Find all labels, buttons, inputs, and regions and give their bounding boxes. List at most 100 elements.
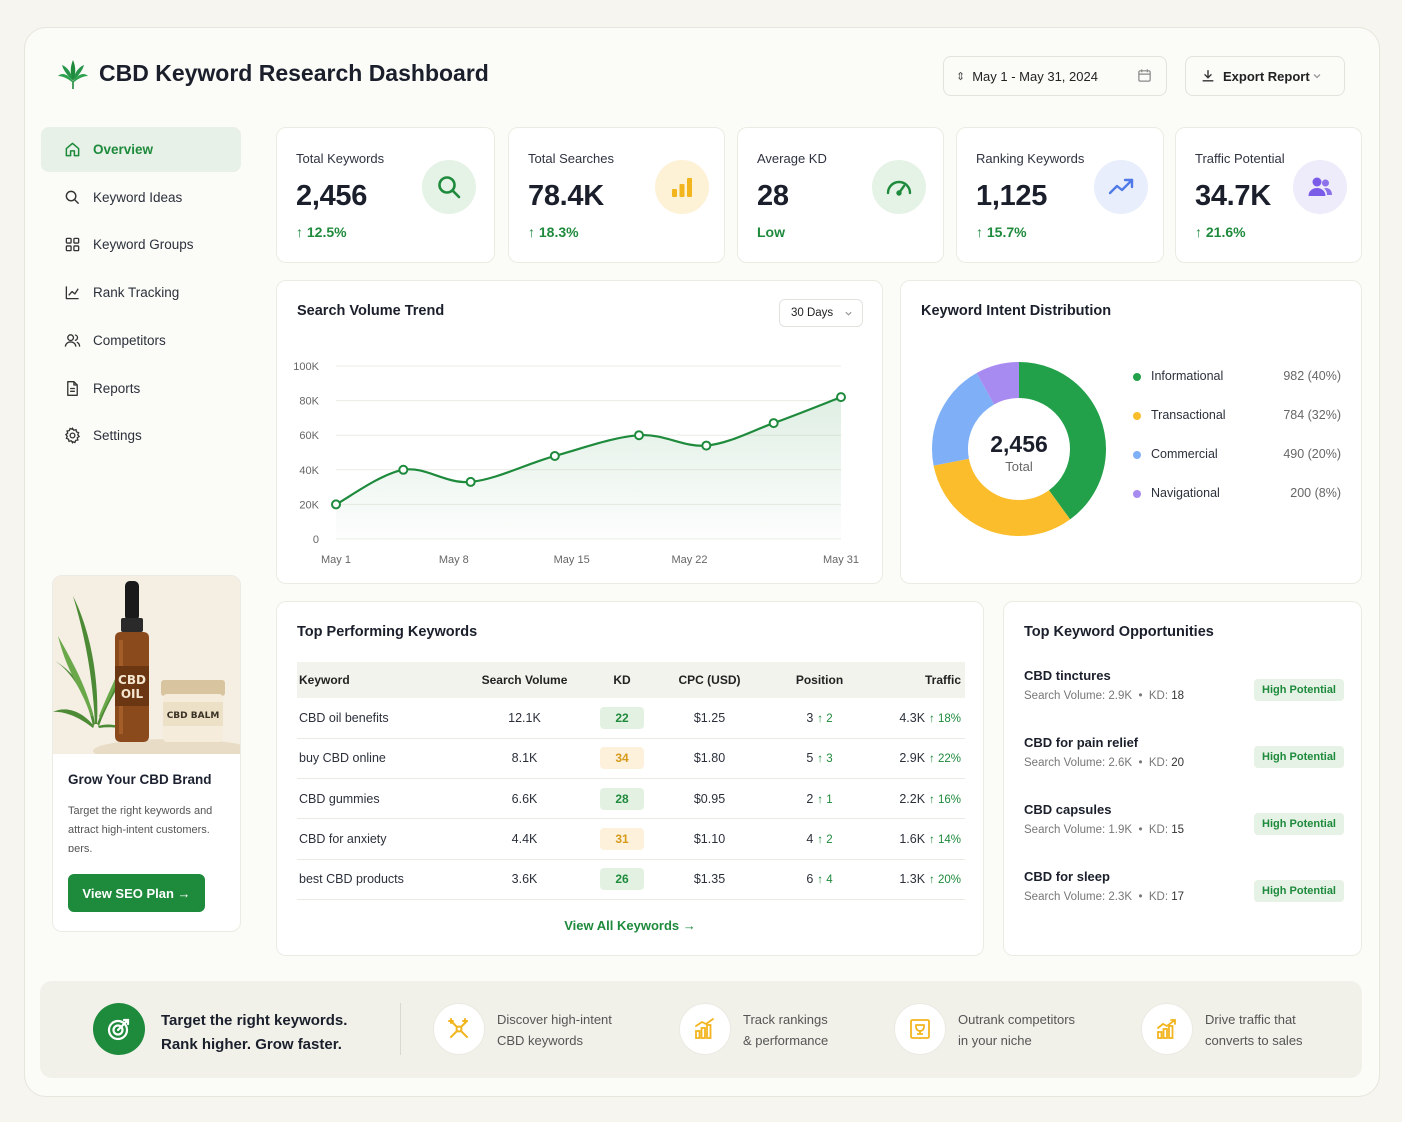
legend-label: Transactional bbox=[1151, 408, 1226, 422]
column-header-kd[interactable]: KD bbox=[587, 662, 657, 698]
feature-line-2: & performance bbox=[743, 1033, 829, 1048]
opportunity-meta: Search Volume: 1.9K • KD: 15 bbox=[1024, 824, 1185, 836]
trend-area bbox=[336, 397, 841, 539]
volume-cell: 6.6K bbox=[462, 778, 587, 820]
keywords-table: Keyword Search Volume KD CPC (USD) Posit… bbox=[297, 662, 965, 900]
legend-item-transactional[interactable]: Transactional 784 (32%) bbox=[1133, 406, 1341, 426]
opportunity-item[interactable]: CBD capsules Search Volume: 1.9K • KD: 1… bbox=[1024, 802, 1344, 852]
legend-value: 490 (20%) bbox=[1283, 447, 1341, 461]
date-range-picker[interactable]: ⇕ May 1 - May 31, 2024 bbox=[943, 56, 1167, 96]
opportunity-item[interactable]: CBD tinctures Search Volume: 2.9K • KD: … bbox=[1024, 668, 1344, 718]
y-tick-label: 0 bbox=[313, 534, 319, 546]
sidebar-item-settings[interactable]: Settings bbox=[41, 413, 241, 458]
banner-divider bbox=[400, 1003, 401, 1055]
volume-cell: 3.6K bbox=[462, 859, 587, 900]
view-seo-plan-button[interactable]: View SEO Plan → bbox=[68, 874, 205, 912]
stat-card-total-searches: Total Searches 78.4K ↑ 18.3% bbox=[508, 127, 725, 263]
chevron-down-icon bbox=[1313, 74, 1321, 79]
sidebar-item-reports[interactable]: Reports bbox=[41, 366, 241, 411]
chevron-updown-icon: ⇕ bbox=[956, 70, 966, 83]
feature-line-1: Track rankings bbox=[743, 1012, 828, 1027]
volume-label: Search Volume: bbox=[1024, 690, 1106, 702]
trend-point[interactable] bbox=[549, 450, 560, 461]
stat-label: Total Keywords bbox=[296, 151, 385, 166]
donut-slice-transactional[interactable] bbox=[932, 362, 1106, 536]
date-range-value: May 1 - May 31, 2024 bbox=[972, 68, 1098, 84]
trend-point[interactable] bbox=[836, 392, 846, 403]
column-header-search-volume[interactable]: Search Volume bbox=[462, 662, 587, 698]
bar-chart-icon bbox=[655, 160, 709, 214]
table-row[interactable]: buy CBD online 8.1K 34 $1.80 5 ↑ 3 2.9K ↑ … bbox=[297, 738, 965, 780]
trend-point[interactable] bbox=[634, 430, 644, 441]
volume-cell: 12.1K bbox=[462, 698, 587, 739]
stat-label: Traffic Potential bbox=[1195, 151, 1285, 166]
range-select-value: 30 Days bbox=[791, 307, 834, 319]
table-row[interactable]: best CBD products 3.6K 26 $1.35 6 ↑ 4 1.3… bbox=[297, 859, 965, 900]
sidebar-item-overview[interactable]: Overview bbox=[41, 127, 241, 172]
cpc-cell: $1.25 bbox=[657, 698, 762, 739]
keyword-intent-card: Keyword Intent Distribution 2,456 Total I… bbox=[900, 280, 1362, 584]
volume-label: Search Volume: bbox=[1024, 891, 1106, 903]
trend-point[interactable] bbox=[701, 440, 712, 451]
stat-value: 28 bbox=[757, 180, 789, 212]
donut-slice-commercial[interactable] bbox=[932, 362, 1106, 536]
kd-badge: 28 bbox=[600, 787, 644, 810]
stat-change: Low bbox=[757, 224, 785, 240]
stat-label: Total Searches bbox=[528, 151, 614, 166]
column-header-keyword[interactable]: Keyword bbox=[297, 662, 462, 698]
feature-outrank: Outrank competitors in your niche bbox=[894, 1003, 1114, 1055]
table-row[interactable]: CBD oil benefits 12.1K 22 $1.25 3 ↑ 2 4.3… bbox=[297, 698, 965, 739]
opportunity-item[interactable]: CBD for sleep Search Volume: 2.3K • KD: … bbox=[1024, 869, 1344, 919]
trend-point[interactable] bbox=[768, 418, 779, 429]
traffic-change: ↑ 22% bbox=[929, 753, 961, 766]
export-report-button[interactable]: Export Report bbox=[1185, 56, 1345, 96]
column-header-traffic[interactable]: Traffic bbox=[877, 662, 965, 698]
trend-point[interactable] bbox=[331, 499, 341, 510]
x-tick-label: May 15 bbox=[554, 554, 590, 566]
traffic-change: ↑ 20% bbox=[929, 874, 961, 887]
position-change: ↑ 4 bbox=[817, 874, 833, 887]
kd-cell: 26 bbox=[587, 859, 657, 900]
cpc-cell: $0.95 bbox=[657, 778, 762, 820]
x-tick-label: May 22 bbox=[671, 554, 707, 566]
opportunity-name: CBD capsules bbox=[1024, 802, 1112, 817]
traffic-change: ↑ 14% bbox=[929, 834, 961, 847]
table-row[interactable]: CBD for anxiety 4.4K 31 $1.10 4 ↑ 2 1.6K ↑… bbox=[297, 818, 965, 860]
column-header-cpc[interactable]: CPC (USD) bbox=[657, 662, 762, 698]
legend-label: Navigational bbox=[1151, 486, 1220, 500]
column-header-position[interactable]: Position bbox=[762, 662, 877, 698]
legend-item-commercial[interactable]: Commercial 490 (20%) bbox=[1133, 445, 1341, 465]
sidebar-item-label: Reports bbox=[93, 381, 141, 396]
position-cell: 6 ↑ 4 bbox=[762, 859, 877, 900]
y-tick-label: 40K bbox=[299, 465, 319, 477]
legend-item-navigational[interactable]: Navigational 200 (8%) bbox=[1133, 484, 1341, 504]
sidebar-item-competitors[interactable]: Competitors bbox=[41, 318, 241, 363]
bottom-banner: Target the right keywords. Rank higher. … bbox=[40, 981, 1362, 1078]
feature-track: Track rankings & performance bbox=[679, 1003, 899, 1055]
feature-line-2: in your niche bbox=[958, 1033, 1032, 1048]
range-select[interactable]: 30 Days bbox=[779, 299, 863, 327]
opportunity-item[interactable]: CBD for pain relief Search Volume: 2.6K … bbox=[1024, 735, 1344, 785]
traffic-value: 4.3K bbox=[899, 710, 926, 725]
position-value: 5 bbox=[806, 751, 814, 766]
kd-value: 18 bbox=[1171, 690, 1185, 702]
sidebar-item-keyword-ideas[interactable]: Keyword Ideas bbox=[41, 175, 241, 220]
donut-slice-navigational[interactable] bbox=[932, 362, 1106, 536]
y-tick-label: 80K bbox=[299, 396, 319, 408]
volume-value: 2.9K bbox=[1108, 690, 1133, 702]
keyword-intent-donut-chart: 2,456 Total bbox=[932, 362, 1106, 536]
sidebar-item-rank-tracking[interactable]: Rank Tracking bbox=[41, 270, 241, 315]
legend-item-informational[interactable]: Informational 982 (40%) bbox=[1133, 367, 1341, 387]
trend-point[interactable] bbox=[465, 476, 476, 487]
keyword-opportunities-card: Top Keyword Opportunities CBD tinctures … bbox=[1003, 601, 1362, 956]
traffic-cell: 2.9K ↑ 22% bbox=[877, 738, 965, 780]
volume-value: 1.9K bbox=[1108, 824, 1133, 836]
view-all-keywords-link[interactable]: View All Keywords → bbox=[564, 918, 696, 933]
trend-point[interactable] bbox=[398, 464, 409, 475]
table-header-row: Keyword Search Volume KD CPC (USD) Posit… bbox=[297, 662, 965, 698]
sidebar-item-keyword-groups[interactable]: Keyword Groups bbox=[41, 222, 241, 267]
table-row[interactable]: CBD gummies 6.6K 28 $0.95 2 ↑ 1 2.2K ↑ 16% bbox=[297, 778, 965, 820]
legend-value: 982 (40%) bbox=[1283, 369, 1341, 383]
kd-badge: 22 bbox=[600, 706, 644, 729]
volume-cell: 8.1K bbox=[462, 738, 587, 780]
